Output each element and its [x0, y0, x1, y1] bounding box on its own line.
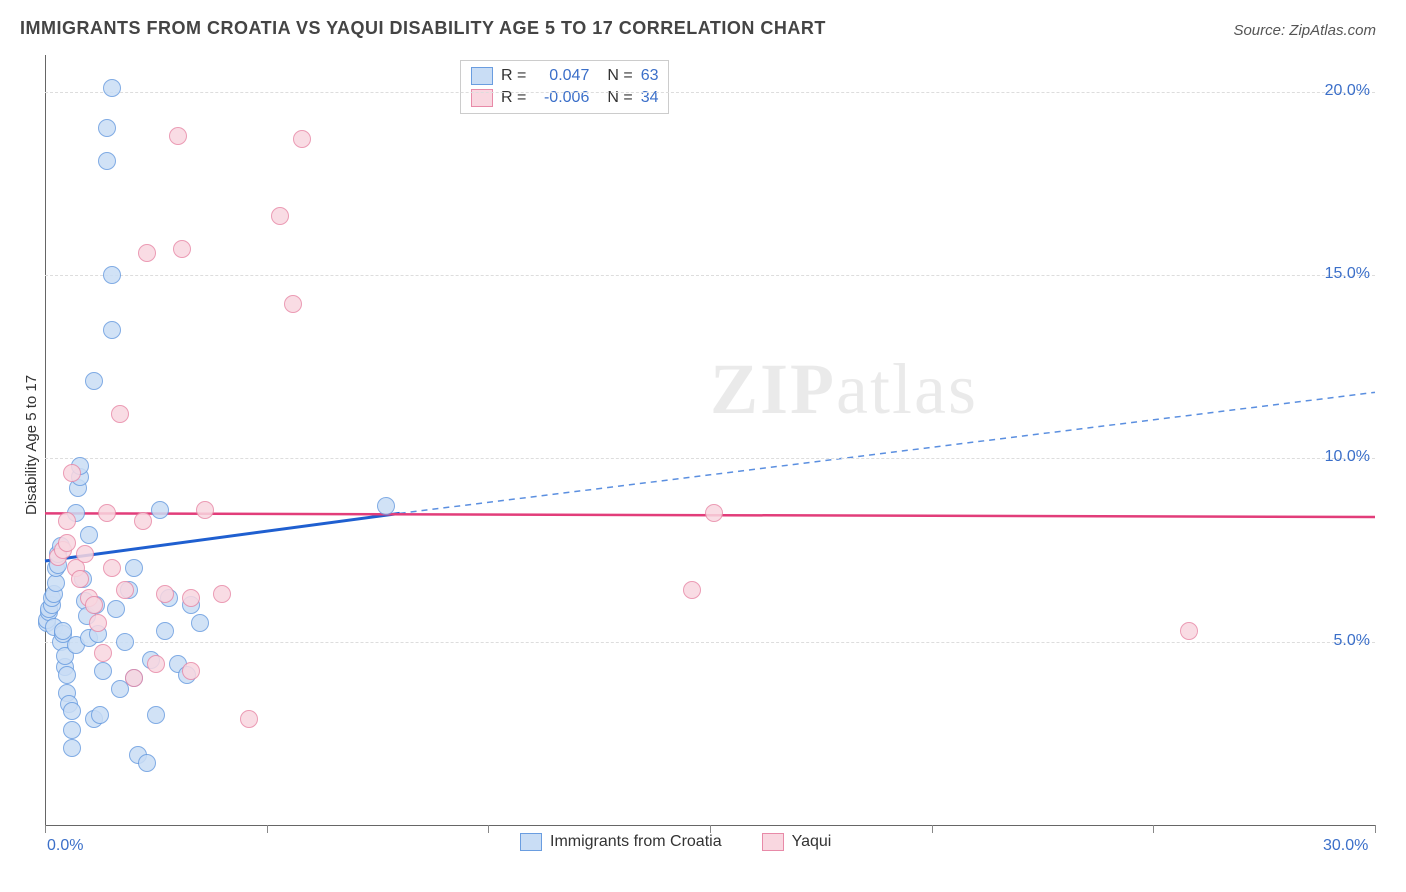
x-tick [710, 825, 711, 833]
data-point-croatia [94, 662, 112, 680]
data-point-yaqui [1180, 622, 1198, 640]
data-point-croatia [63, 702, 81, 720]
data-point-yaqui [156, 585, 174, 603]
data-point-yaqui [63, 464, 81, 482]
data-point-croatia [147, 706, 165, 724]
data-point-croatia [138, 754, 156, 772]
x-tick [45, 825, 46, 833]
y-tick-label: 10.0% [1300, 448, 1370, 466]
n-label: N = [607, 87, 632, 109]
x-tick [267, 825, 268, 833]
data-point-yaqui [147, 655, 165, 673]
series-legend-item-croatia: Immigrants from Croatia [520, 833, 722, 851]
data-point-croatia [156, 622, 174, 640]
data-point-yaqui [76, 545, 94, 563]
gridline [45, 92, 1375, 93]
data-point-yaqui [125, 669, 143, 687]
y-tick-label: 20.0% [1300, 82, 1370, 100]
series-label: Immigrants from Croatia [550, 833, 722, 851]
legend-row-croatia: R = 0.047 N = 63 [471, 65, 658, 87]
n-value: 34 [641, 87, 659, 109]
data-point-yaqui [58, 512, 76, 530]
data-point-croatia [103, 266, 121, 284]
n-value: 63 [641, 65, 659, 87]
y-tick-label: 15.0% [1300, 265, 1370, 283]
data-point-yaqui [196, 501, 214, 519]
r-value: -0.006 [534, 87, 589, 109]
legend-swatch [520, 833, 542, 851]
chart-title: IMMIGRANTS FROM CROATIA VS YAQUI DISABIL… [20, 18, 826, 39]
data-point-croatia [63, 721, 81, 739]
y-tick-label: 5.0% [1300, 632, 1370, 650]
series-legend-item-yaqui: Yaqui [762, 833, 832, 851]
data-point-croatia [85, 372, 103, 390]
data-point-yaqui [58, 534, 76, 552]
data-point-yaqui [182, 589, 200, 607]
watermark-light: atlas [836, 349, 978, 429]
data-point-croatia [63, 739, 81, 757]
x-tick [1153, 825, 1154, 833]
correlation-legend: R = 0.047 N = 63 R = -0.006 N = 34 [460, 60, 669, 114]
x-tick [1375, 825, 1376, 833]
r-value: 0.047 [534, 65, 589, 87]
x-tick-label: 0.0% [47, 837, 83, 855]
data-point-croatia [58, 666, 76, 684]
series-label: Yaqui [792, 833, 832, 851]
legend-swatch [762, 833, 784, 851]
data-point-yaqui [85, 596, 103, 614]
data-point-yaqui [103, 559, 121, 577]
data-point-croatia [151, 501, 169, 519]
watermark: ZIPatlas [710, 348, 978, 431]
x-tick-label: 30.0% [1323, 837, 1368, 855]
data-point-yaqui [134, 512, 152, 530]
r-label: R = [501, 65, 526, 87]
gridline [45, 642, 1375, 643]
data-point-croatia [54, 622, 72, 640]
data-point-yaqui [94, 644, 112, 662]
x-tick [488, 825, 489, 833]
data-point-yaqui [169, 127, 187, 145]
legend-swatch [471, 67, 493, 85]
data-point-yaqui [240, 710, 258, 728]
watermark-bold: ZIP [710, 349, 836, 429]
r-label: R = [501, 87, 526, 109]
y-axis-label: Disability Age 5 to 17 [23, 375, 40, 515]
legend-row-yaqui: R = -0.006 N = 34 [471, 87, 658, 109]
n-label: N = [607, 65, 632, 87]
data-point-croatia [116, 633, 134, 651]
data-point-croatia [107, 600, 125, 618]
gridline [45, 275, 1375, 276]
data-point-yaqui [138, 244, 156, 262]
gridline [45, 458, 1375, 459]
series-legend: Immigrants from Croatia Yaqui [520, 833, 831, 851]
data-point-croatia [103, 79, 121, 97]
x-tick [932, 825, 933, 833]
data-point-croatia [125, 559, 143, 577]
data-point-croatia [103, 321, 121, 339]
source-label: Source: ZipAtlas.com [1233, 22, 1376, 39]
